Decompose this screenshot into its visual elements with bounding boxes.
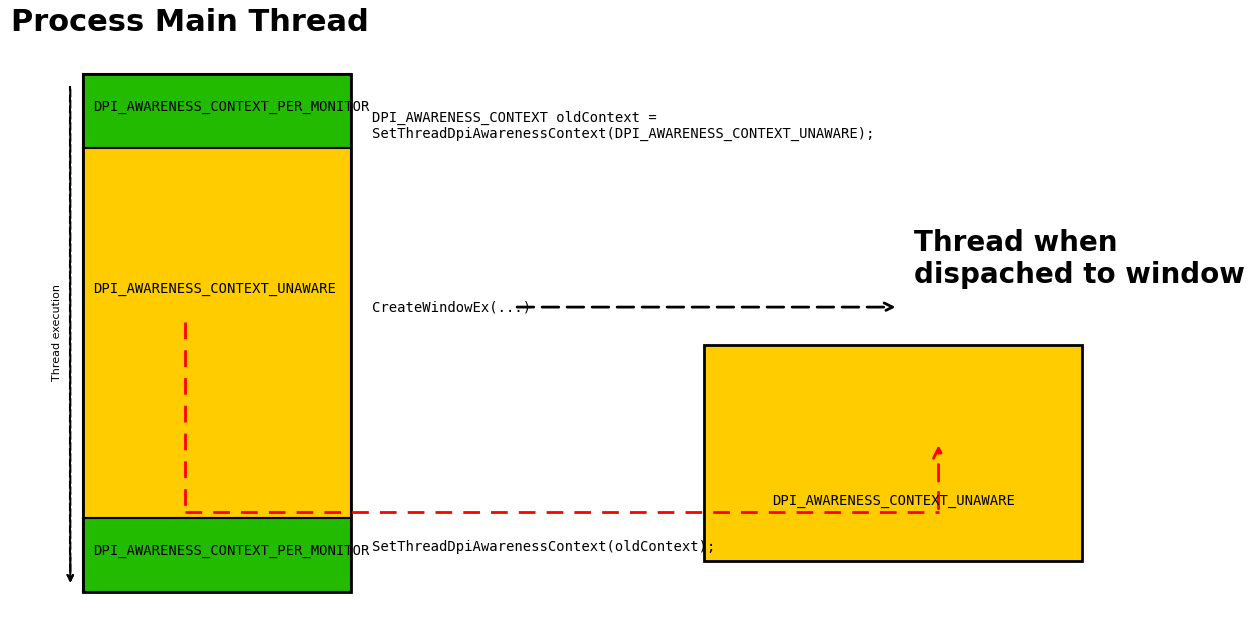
Text: SetThreadDpiAwarenessContext(oldContext);: SetThreadDpiAwarenessContext(oldContext)…	[372, 540, 716, 555]
Text: DPI_AWARENESS_CONTEXT_PER_MONITOR: DPI_AWARENESS_CONTEXT_PER_MONITOR	[93, 544, 370, 558]
FancyBboxPatch shape	[703, 345, 1082, 561]
Text: Thread when
dispached to window: Thread when dispached to window	[914, 229, 1245, 290]
FancyBboxPatch shape	[83, 148, 352, 518]
Text: Thread execution: Thread execution	[52, 285, 62, 381]
Text: Process Main Thread: Process Main Thread	[11, 8, 369, 37]
FancyBboxPatch shape	[83, 74, 352, 148]
Text: DPI_AWARENESS_CONTEXT_UNAWARE: DPI_AWARENESS_CONTEXT_UNAWARE	[93, 281, 336, 296]
Text: DPI_AWARENESS_CONTEXT oldContext =
SetThreadDpiAwarenessContext(DPI_AWARENESS_CO: DPI_AWARENESS_CONTEXT oldContext = SetTh…	[372, 110, 874, 141]
Text: DPI_AWARENESS_CONTEXT_PER_MONITOR: DPI_AWARENESS_CONTEXT_PER_MONITOR	[93, 100, 370, 114]
Text: CreateWindowEx(...): CreateWindowEx(...)	[372, 300, 532, 314]
Text: DPI_AWARENESS_CONTEXT_UNAWARE: DPI_AWARENESS_CONTEXT_UNAWARE	[771, 494, 1014, 507]
FancyBboxPatch shape	[83, 518, 352, 592]
